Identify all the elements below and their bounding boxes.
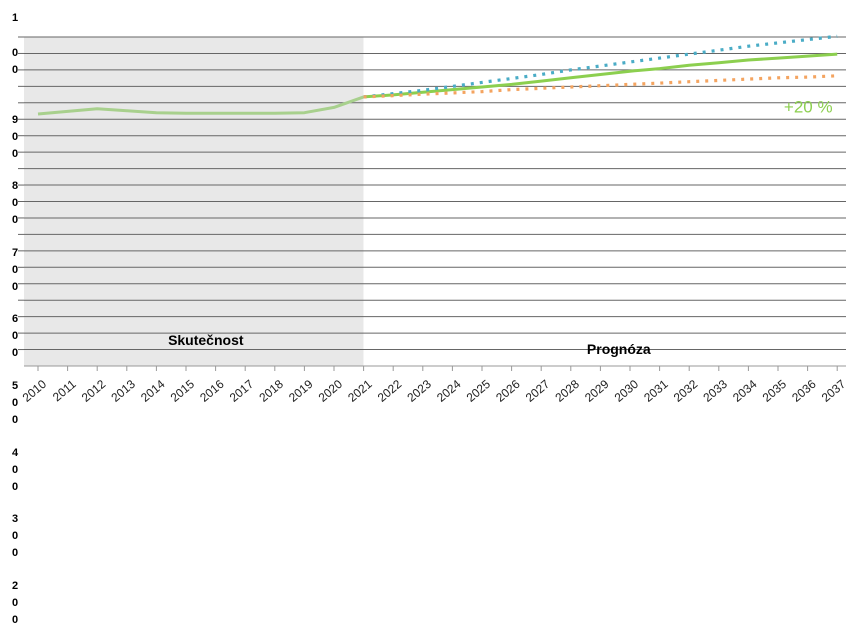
x-tick-label: 2034: [730, 377, 760, 405]
x-tick-label: 2032: [671, 377, 701, 405]
x-tick-label: 2019: [286, 377, 316, 405]
x-tick-label: 2015: [168, 377, 198, 405]
y-tick-label: 0: [12, 464, 18, 476]
x-tick-label: 2011: [50, 377, 79, 405]
series-line-2: [363, 52, 838, 99]
y-tick-label: 0: [12, 264, 18, 276]
x-tick-label: 2018: [256, 377, 286, 405]
y-tick-label: 0: [12, 530, 18, 542]
x-tick-label: 2016: [197, 377, 227, 405]
x-tick-label: 2037: [819, 377, 846, 405]
region-label-forecast: Prognóza: [587, 341, 651, 357]
x-tick-label: 2030: [612, 377, 642, 405]
x-tick-label: 2014: [138, 377, 168, 405]
series-line-1: [37, 95, 365, 116]
x-tick-label: 2033: [700, 377, 730, 405]
x-tick-label: 2017: [227, 377, 257, 405]
x-tick-label: 2021: [345, 377, 375, 405]
y-tick-label: 0: [12, 597, 18, 609]
region-label-actual: Skutečnost: [168, 332, 244, 348]
y-tick-label: 0: [12, 397, 18, 409]
y-tick-label: 0: [12, 547, 18, 559]
y-tick-label: 3: [12, 513, 18, 525]
y-tick-label: 7: [12, 247, 18, 259]
x-tick-label: 2010: [20, 377, 50, 405]
y-tick-label: 0: [12, 47, 18, 59]
y-ticks: 1 0 0 9 0 0 8 0 0 7 0 0 6 0 0 5 0 0 4 0 0 3 0 0 2 0 0: [12, 12, 19, 623]
y-tick-label: 0: [12, 64, 18, 76]
x-tick-label: 2022: [375, 377, 405, 405]
y-tick-label: 1: [12, 12, 18, 24]
y-tick-label: 0: [12, 214, 18, 226]
y-tick-label: 5: [12, 380, 18, 392]
x-tick-label: 2027: [523, 377, 553, 405]
y-tick-label: 0: [12, 614, 18, 623]
y-tick-label: 0: [12, 131, 18, 143]
growth-annotation: +20 %: [784, 98, 833, 117]
y-tick-label: 6: [12, 313, 18, 325]
x-tick-label: 2012: [79, 377, 109, 405]
y-tick-label: 0: [12, 281, 18, 293]
y-tick-label: 0: [12, 197, 18, 209]
x-tick-label: 2026: [493, 377, 523, 405]
y-tick-label: 0: [12, 148, 18, 160]
series-group: [37, 34, 838, 116]
x-tick-label: 2023: [404, 377, 434, 405]
y-tick-label: 2: [12, 580, 18, 592]
y-tick-label: 0: [12, 347, 18, 359]
y-tick-label: 0: [12, 481, 18, 493]
series-line-3: [363, 34, 838, 99]
x-tick-label: 2024: [434, 377, 464, 405]
x-tick-label: 2029: [582, 377, 612, 405]
x-tick-label: 2036: [789, 377, 819, 405]
x-tick-label: 2025: [464, 377, 494, 405]
x-tick-label: 2013: [108, 377, 138, 405]
x-tick-label: 2020: [316, 377, 346, 405]
y-tick-label: 9: [12, 114, 18, 126]
x-tick-label: 2028: [552, 377, 582, 405]
y-tick-label: 0: [12, 414, 18, 426]
x-ticks: 2010 2011 2012 2013 2014 2015 2016 2017 2018 2019…: [20, 366, 846, 405]
x-tick-label: 2031: [641, 377, 671, 405]
x-tick-label: 2035: [760, 377, 790, 405]
y-tick-label: 4: [12, 447, 19, 459]
y-tick-label: 8: [12, 180, 18, 192]
y-tick-label: 0: [12, 330, 18, 342]
grid: [18, 36, 846, 351]
